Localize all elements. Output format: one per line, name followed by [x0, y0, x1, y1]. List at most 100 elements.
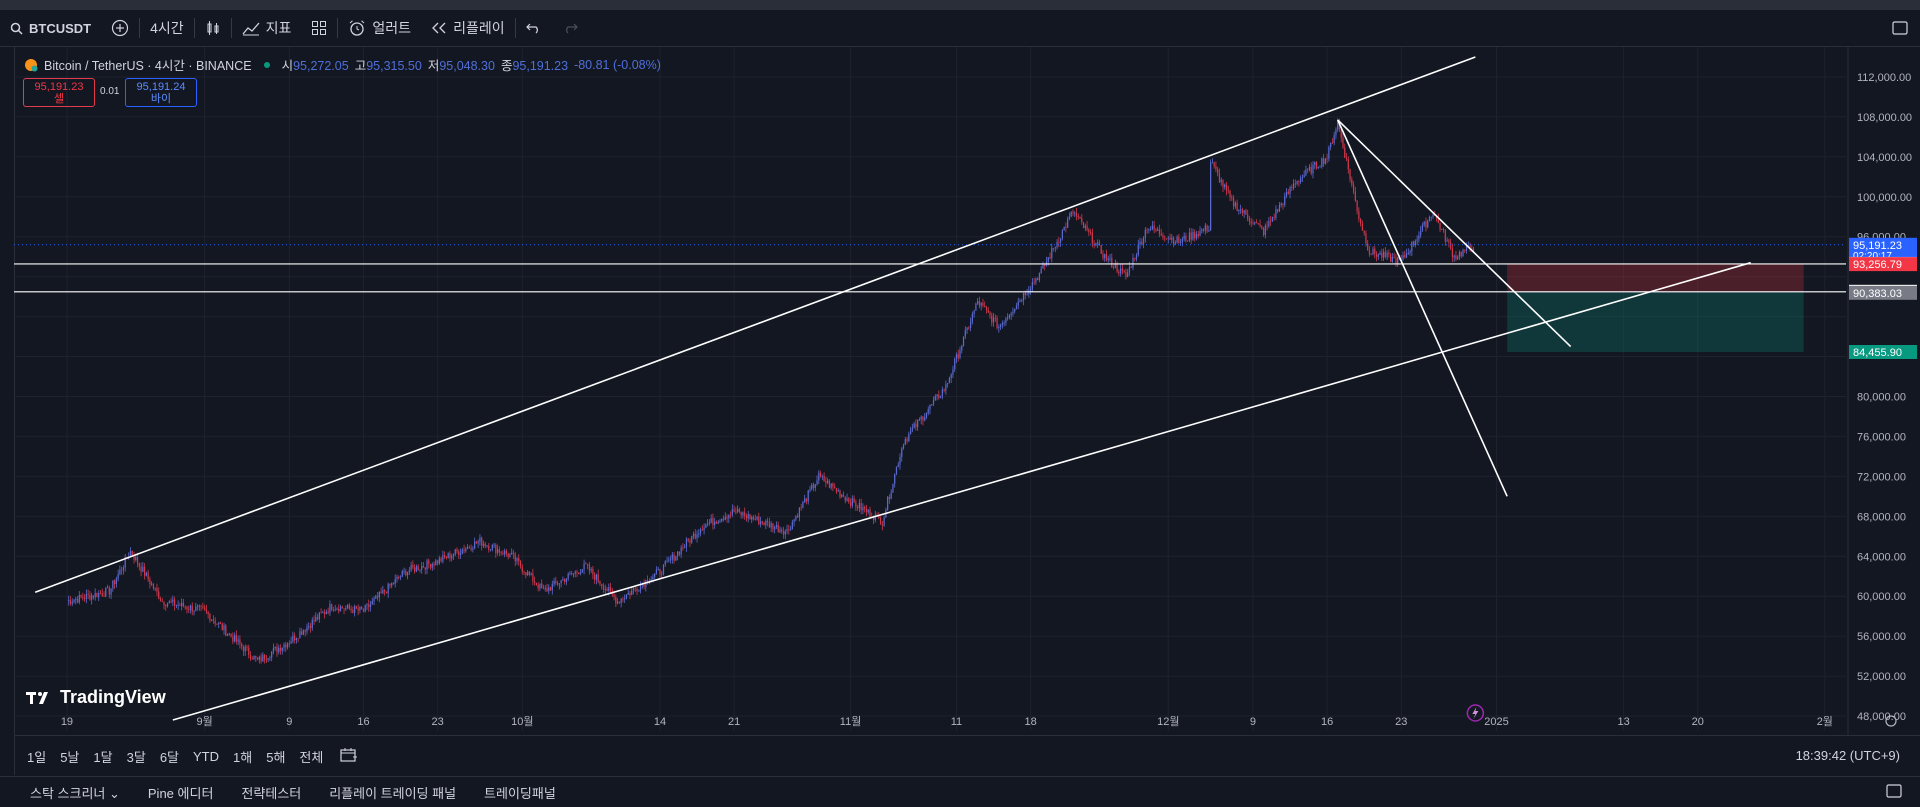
candle-body — [911, 428, 913, 431]
price-label: 93,256.79 — [1853, 259, 1902, 271]
candle-body — [1365, 233, 1367, 244]
candle-body — [424, 567, 426, 570]
candle-body — [1088, 229, 1090, 233]
take-profit-zone[interactable] — [1507, 291, 1804, 352]
maximize-panel-button[interactable] — [1886, 783, 1902, 801]
redo-button[interactable] — [552, 10, 588, 46]
indicators-icon — [242, 22, 260, 36]
candle-body — [392, 583, 395, 584]
candle-body — [1402, 255, 1404, 260]
candle-body — [867, 509, 869, 513]
candle-body — [879, 517, 882, 525]
timeframe-1[interactable]: 5날 — [60, 749, 80, 765]
candle-body — [726, 517, 728, 519]
candle-body — [264, 654, 266, 660]
candle-body — [276, 646, 278, 653]
market-open-dot — [263, 61, 270, 68]
indicators-label: 지표 — [265, 20, 292, 36]
timeframe-3[interactable]: 3달 — [126, 749, 146, 765]
candle-body — [1201, 229, 1203, 232]
candle-body — [131, 550, 133, 556]
layouts-button[interactable] — [301, 10, 337, 46]
alert-button[interactable]: 얼러트 — [338, 10, 421, 46]
candle-body — [548, 587, 550, 592]
replay-button[interactable]: 리플레이 — [421, 10, 515, 46]
candle-body — [939, 396, 942, 399]
timeframe-5[interactable]: YTD — [193, 748, 220, 764]
candle-body — [712, 518, 714, 525]
fullscreen-button[interactable] — [1880, 10, 1920, 46]
redo-icon — [565, 23, 578, 34]
candle-body — [172, 599, 174, 602]
candle-body — [1040, 268, 1042, 274]
candle-body — [512, 552, 515, 555]
trend-line[interactable] — [172, 261, 1751, 721]
chart-area[interactable]: 48,000.00 52,000.00 56,000.00 60,000.00 64,0… — [14, 47, 1920, 735]
candle-body — [435, 560, 437, 566]
timeframe-8[interactable]: 전체 — [299, 749, 324, 765]
candle-body — [1162, 235, 1164, 238]
candle-body — [789, 529, 792, 531]
timeframe-2[interactable]: 1달 — [93, 749, 113, 765]
candle-body — [451, 555, 453, 559]
candle-body — [971, 313, 973, 322]
price-label-bg — [1849, 257, 1917, 272]
candle-body — [129, 550, 132, 557]
candle-body — [1142, 237, 1145, 244]
candle-body — [1273, 217, 1275, 219]
price-chart[interactable]: 48,000.00 52,000.00 56,000.00 60,000.00 64,0… — [14, 47, 1920, 735]
bottom-tab-0[interactable]: 스탁 스크리너 ⌄ — [30, 785, 120, 801]
candle-body — [1455, 255, 1457, 259]
candle-body — [516, 558, 518, 562]
trend-line[interactable] — [1337, 119, 1572, 348]
candle-body — [864, 507, 866, 510]
candle-body — [1134, 257, 1136, 259]
timeframe-6[interactable]: 1해 — [233, 749, 253, 765]
stop-loss-zone[interactable] — [1507, 263, 1804, 292]
gear-icon[interactable] — [1885, 715, 1897, 727]
candle-body — [491, 545, 493, 550]
interval-button[interactable]: 4시간 — [140, 10, 194, 46]
candle-body — [1063, 227, 1065, 231]
price-label: 90,383.03 — [1853, 288, 1902, 300]
bottom-tab-3[interactable]: 리플레이 트레이딩 패널 — [329, 785, 457, 801]
bottom-tab-2[interactable]: 전략테스터 — [241, 785, 302, 801]
sell-button[interactable]: 95,191.23 셀 — [23, 78, 95, 107]
chart-type-button[interactable] — [195, 10, 231, 46]
candle-body — [203, 607, 206, 609]
toolbar-divider — [230, 18, 232, 38]
candle-body — [1149, 229, 1152, 230]
candle-body — [1307, 169, 1309, 171]
candle-body — [701, 529, 703, 531]
bottom-tab-4[interactable]: 트레이딩패널 — [484, 785, 556, 801]
undo-button[interactable] — [516, 10, 552, 46]
candle-body — [1107, 258, 1109, 261]
candle-body — [163, 601, 165, 606]
candle-body — [272, 648, 275, 652]
trend-line[interactable] — [34, 56, 1476, 593]
indicators-button[interactable]: 지표 — [232, 10, 302, 46]
buy-button[interactable]: 95,191.24 바이 — [125, 78, 197, 107]
candle-body — [502, 552, 504, 555]
timeframe-7[interactable]: 5해 — [266, 749, 286, 765]
timeframe-list: 1일 5날 1달 3달 6달 YTD 1해 5해 전체 — [14, 747, 330, 766]
candle-body — [436, 560, 439, 564]
x-tick-label: 19 — [61, 716, 73, 728]
candle-body — [1418, 235, 1420, 240]
timeframe-0[interactable]: 1일 — [27, 749, 47, 765]
bottom-tab-1[interactable]: Pine 에디터 — [147, 785, 214, 801]
utc-clock[interactable]: 18:39:42 (UTC+9) — [1795, 748, 1900, 763]
candle-body — [551, 584, 553, 591]
symbol-search-button[interactable]: BTCUSDT — [0, 10, 101, 46]
compare-symbol-button[interactable] — [101, 10, 139, 46]
candle-body — [890, 492, 892, 500]
y-tick-label: 72,000.00 — [1857, 471, 1906, 483]
trend-line[interactable] — [1336, 119, 1508, 497]
candle-body — [1137, 244, 1139, 255]
timeframe-4[interactable]: 6달 — [159, 749, 180, 765]
candle-body — [899, 456, 901, 465]
candle-body — [795, 515, 797, 520]
candle-body — [924, 417, 926, 421]
event-lightning-icon[interactable] — [1466, 704, 1485, 722]
date-range-button[interactable] — [330, 747, 368, 766]
